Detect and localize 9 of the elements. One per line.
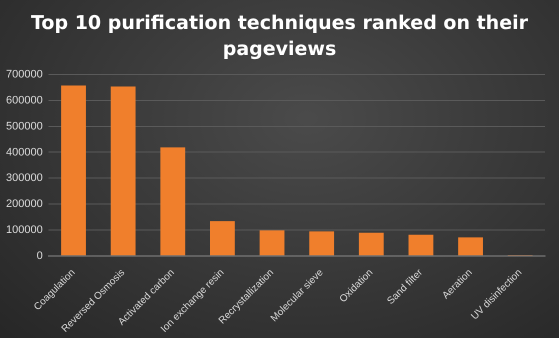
y-tick-label: 400000	[6, 146, 43, 158]
y-tick-label: 700000	[6, 68, 43, 81]
y-tick-label: 300000	[6, 172, 43, 184]
y-tick-label: 100000	[6, 224, 43, 236]
y-tick-label: 500000	[6, 120, 43, 132]
chart-title: Top 10 purification techniques ranked on their pageviews	[30, 11, 529, 62]
y-tick-label: 600000	[6, 94, 43, 107]
y-tick-label: 200000	[6, 198, 43, 210]
y-tick-label: 0	[36, 250, 43, 262]
